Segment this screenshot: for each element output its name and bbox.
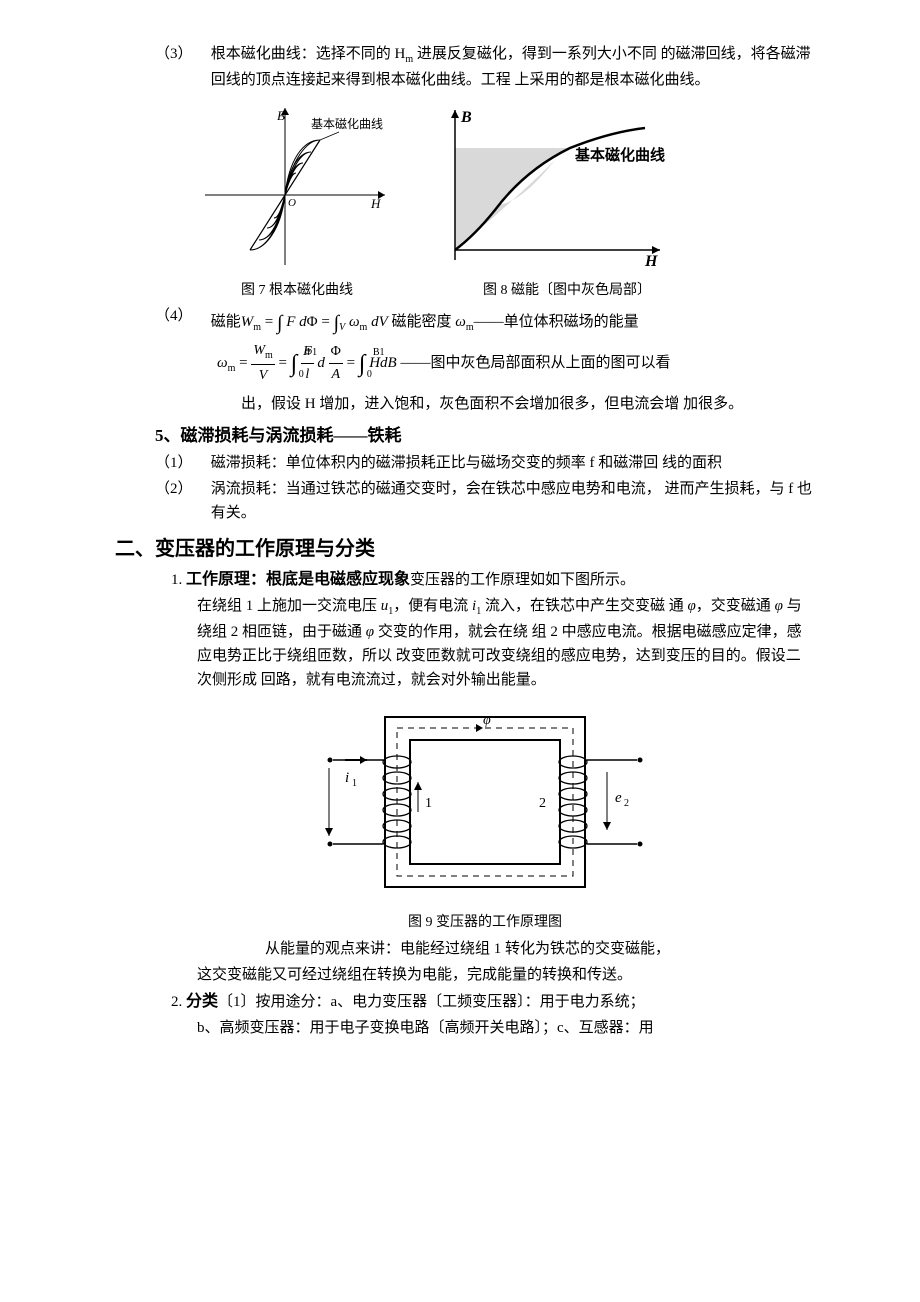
var-phi: φ	[775, 598, 783, 614]
text: ，便有电流	[393, 598, 472, 614]
figure-8: B H 基本磁化曲线	[415, 100, 675, 278]
var-phi: φ	[687, 598, 695, 614]
text: 上采用的都是根本磁化曲线。	[515, 72, 710, 88]
text: 磁能	[211, 314, 241, 330]
item-number: 2.	[171, 994, 186, 1010]
item-number: （4）	[155, 304, 207, 328]
subscript: m	[405, 54, 413, 65]
section-2-title: 二、变压器的工作原理与分类	[115, 533, 815, 565]
text: ——单位体积磁场的能量	[474, 314, 639, 330]
text: 根本磁化曲线：选择不同的 H	[211, 46, 406, 62]
text: 加很多。	[683, 396, 743, 412]
svg-text:i: i	[345, 770, 349, 786]
axis-h-label: H	[644, 253, 658, 270]
fig7-svg: B H O 基本磁化曲线	[195, 100, 395, 270]
axis-b-label: B	[460, 109, 472, 126]
figure-9: φ i 1 1	[155, 702, 815, 934]
svg-text:2: 2	[624, 798, 629, 809]
text: 交变的作用，就会在绕	[374, 624, 528, 640]
axis-h-label: H	[370, 196, 381, 211]
energy-para-l2: 这交变磁能又可经过绕组在转换为电能，完成能量的转换和传送。	[197, 963, 815, 987]
figure-7: B H O 基本磁化曲线	[195, 100, 395, 278]
bold-lead: 分类	[186, 993, 218, 1010]
var-omega-m: ωm	[455, 314, 473, 330]
fig7-caption: 图 7 根本磁化曲线	[241, 280, 353, 302]
list-item-3: （3） 根本磁化曲线：选择不同的 Hm 进展反复磁化，得到一系列大小不同 的磁滞…	[155, 42, 815, 92]
text: 出，假设 H 增加，进入饱和，灰色面积不会增加很多，但电流会增	[241, 396, 679, 412]
sec2-p2: 2. 分类〔1〕按用途分：a、电力变压器〔工频变压器〕：用于电力系统；	[171, 989, 815, 1015]
sec2-p1-body: 在绕组 1 上施加一交流电压 u1，便有电流 i1 流入，在铁芯中产生交变磁 通…	[197, 594, 815, 692]
text: 在绕组 1 上施加一交流电压	[197, 598, 381, 614]
svg-text:e: e	[615, 790, 622, 806]
item4-tail: 出，假设 H 增加，进入饱和，灰色面积不会增加很多，但电流会增 加很多。	[241, 392, 815, 416]
text: 线的面积	[662, 455, 722, 471]
energy-para-l1: 从能量的观点来讲：电能经过绕组 1 转化为铁芯的交变磁能，	[265, 937, 815, 961]
item-body: 根本磁化曲线：选择不同的 Hm 进展反复磁化，得到一系列大小不同 的磁滞回线，将…	[211, 42, 815, 92]
var-Wm: Wm	[241, 314, 261, 330]
text: 流入，在铁芯中产生交变磁	[481, 598, 665, 614]
text: 磁能密度	[392, 314, 456, 330]
equation-omega: ωm = WmV = ∫Φ10 Fl d ΦA = ∫B10 HdB ——图中灰…	[217, 340, 815, 387]
figure-captions: 图 7 根本磁化曲线 图 8 磁能〔图中灰色局部〕	[241, 280, 815, 302]
text: 磁滞损耗：单位体积内的磁滞损耗正比与磁场交变的频率 f 和磁滞回	[211, 455, 659, 471]
fig8-svg: B H 基本磁化曲线	[415, 100, 675, 270]
text: ，交变磁通	[696, 598, 775, 614]
bold-lead: 工作原理：根底是电磁感应现象	[186, 571, 410, 588]
fig9-svg: φ i 1 1	[315, 702, 655, 902]
text: 通	[669, 598, 688, 614]
section-5-title: 5、磁滞损耗与涡流损耗——铁耗	[155, 422, 815, 449]
fig7-inner-label: 基本磁化曲线	[311, 116, 383, 131]
var-phi: φ	[366, 624, 374, 640]
text: 涡流损耗：当通过铁芯的磁通交变时，会在铁芯中感应电势和电流，	[211, 481, 661, 497]
svg-text:φ: φ	[483, 713, 491, 728]
item-body: 磁能Wm = ∫ F dΦ = ∫V ωm dV 磁能密度 ωm——单位体积磁场…	[211, 304, 815, 336]
origin-label: O	[288, 197, 296, 209]
text: 进展反复磁化，得到一系列大小不同	[413, 46, 657, 62]
item-number: （1）	[155, 451, 207, 475]
text: 变压器的工作原理如如下图所示。	[410, 572, 635, 588]
text: 〔1〕按用途分：a、电力变压器〔工频变压器〕：用于电力系统；	[218, 994, 645, 1010]
svg-text:2: 2	[539, 796, 546, 811]
eq1: = ∫ F dΦ = ∫V ωm dV	[265, 314, 392, 330]
sec2-p2-l2: b、高频变压器：用于电子变换电路〔高频开关电路〕；c、互感器：用	[197, 1016, 815, 1040]
text: ——图中灰色局部面积从上面的图可以看	[400, 355, 670, 371]
figure-row: B H O 基本磁化曲线 B H 基本磁化曲线	[195, 100, 815, 278]
fig8-inner-label: 基本磁化曲线	[574, 146, 665, 164]
svg-text:1: 1	[425, 796, 432, 811]
axis-b-label: B	[277, 108, 285, 123]
sec5-item-2: （2） 涡流损耗：当通过铁芯的磁通交变时，会在铁芯中感应电势和电流， 进而产生损…	[155, 477, 815, 525]
sec5-item-1: （1） 磁滞损耗：单位体积内的磁滞损耗正比与磁场交变的频率 f 和磁滞回 线的面…	[155, 451, 815, 475]
fig8-caption: 图 8 磁能〔图中灰色局部〕	[483, 280, 651, 302]
svg-text:1: 1	[352, 778, 357, 789]
item-number: （2）	[155, 477, 207, 501]
sec2-p1: 1. 工作原理：根底是电磁感应现象变压器的工作原理如如下图所示。	[171, 567, 815, 593]
fig9-caption: 图 9 变压器的工作原理图	[155, 912, 815, 934]
item-number: 1.	[171, 572, 186, 588]
item-number: （3）	[155, 42, 207, 66]
list-item-4: （4） 磁能Wm = ∫ F dΦ = ∫V ωm dV 磁能密度 ωm——单位…	[155, 304, 815, 336]
text: 回路，就有电流流过，就会对外输出能量。	[261, 672, 546, 688]
